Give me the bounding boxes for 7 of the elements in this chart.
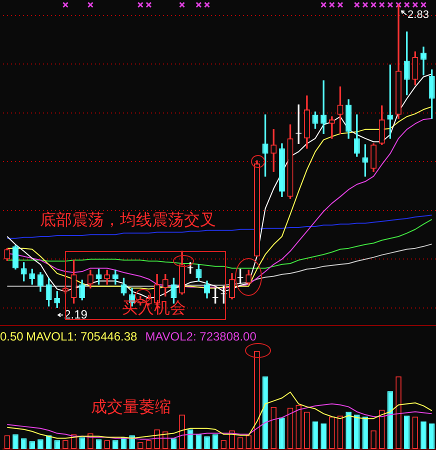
annotation: 底部震荡，均线震荡交叉 bbox=[40, 210, 216, 230]
annotation: 买入机会 bbox=[122, 298, 186, 318]
text: MAVOL2: 723808.00 bbox=[145, 329, 257, 344]
text: MAVOL1: 705446.38 bbox=[26, 329, 138, 344]
text: 0.50 bbox=[0, 329, 24, 344]
annotation: 成交量萎缩 bbox=[91, 397, 171, 416]
annotation: 2.83 bbox=[408, 8, 429, 21]
